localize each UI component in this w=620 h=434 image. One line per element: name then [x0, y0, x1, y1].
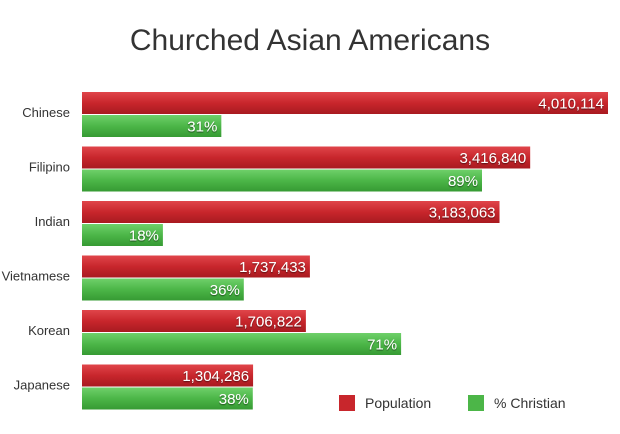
christian-value-japanese: 38% [219, 391, 249, 408]
population-value-filipino: 3,416,840 [459, 150, 526, 167]
category-label-japanese: Japanese [14, 378, 70, 393]
chart-title: Churched Asian Americans [130, 24, 490, 57]
population-bar-korean [82, 310, 306, 332]
population-bar-chinese [82, 92, 608, 114]
population-value-vietnamese: 1,737,433 [239, 259, 306, 276]
category-label-indian: Indian [35, 214, 70, 229]
christian-bar-vietnamese [82, 278, 244, 301]
legend: Population % Christian [339, 395, 566, 411]
category-label-vietnamese: Vietnamese [2, 269, 70, 284]
population-value-indian: 3,183,063 [429, 205, 496, 222]
legend-swatch-christian [468, 395, 484, 411]
christian-value-korean: 71% [367, 337, 397, 354]
legend-swatch-population [339, 395, 355, 411]
population-bar-japanese [82, 364, 254, 387]
category-label-filipino: Filipino [29, 160, 70, 175]
category-label-korean: Korean [28, 323, 70, 338]
christian-bar-chinese [82, 115, 222, 137]
population-value-japanese: 1,304,286 [182, 368, 249, 385]
population-bar-filipino [82, 146, 531, 169]
christian-bar-japanese [82, 387, 253, 410]
category-label-chinese: Chinese [22, 105, 70, 120]
christian-bar-korean [82, 333, 402, 355]
population-bar-vietnamese [82, 255, 310, 278]
christian-value-vietnamese: 36% [210, 282, 240, 299]
legend-label-christian: % Christian [494, 395, 566, 411]
christian-value-chinese: 31% [187, 119, 217, 136]
bars-layer: Chinese 4,010,114 31% Filipino 3,416,840 89% I… [2, 92, 608, 410]
christian-value-indian: 18% [129, 228, 159, 245]
christian-bar-indian [82, 224, 163, 246]
legend-label-population: Population [365, 395, 431, 411]
population-value-chinese: 4,010,114 [538, 96, 604, 113]
population-bar-indian [82, 201, 500, 223]
christian-value-filipino: 89% [448, 173, 478, 190]
christian-bar-filipino [82, 169, 482, 192]
population-value-korean: 1,706,822 [235, 314, 302, 331]
